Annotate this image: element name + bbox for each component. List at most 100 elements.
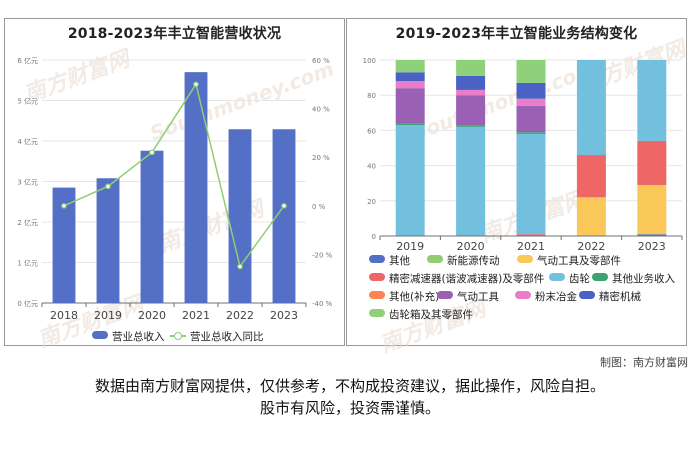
- stack-segment: [456, 126, 486, 236]
- structure-chart-panel: 2019-2023年丰立智能业务结构变化 南方财富网 Southmoney.co…: [346, 18, 689, 358]
- yoy-point: [61, 203, 67, 209]
- structure-chart-title: 2019-2023年丰立智能业务结构变化: [395, 26, 638, 42]
- legend-swatch: [369, 309, 385, 317]
- legend-swatch: [369, 273, 385, 281]
- disclaimer: 数据由南方财富网提供，仅供参考，不构成投资建议，据此操作，风险自担。 股市有风险…: [0, 375, 700, 419]
- legend-label: 齿轮箱及其零部件: [389, 309, 473, 321]
- stack-segment: [456, 89, 486, 96]
- y-tick-label: 40: [367, 163, 376, 171]
- y-tick-label-left: 3 亿元: [17, 178, 38, 187]
- disclaimer-line-1: 数据由南方财富网提供，仅供参考，不构成投资建议，据此操作，风险自担。: [94, 377, 605, 395]
- y-tick-label: 80: [367, 92, 376, 100]
- legend-label: 气动工具及零部件: [537, 255, 621, 267]
- x-tick-label: 2021: [182, 309, 210, 322]
- stack-segment: [395, 125, 425, 236]
- stack-segment: [395, 123, 425, 126]
- stack-segment: [395, 88, 425, 124]
- chart-credit: 制图：南方财富网: [600, 356, 688, 369]
- legend-label: 精密减速器(谐波减速器)及零部件: [389, 273, 545, 285]
- x-tick-label: 2020: [457, 240, 485, 253]
- x-tick-label: 2021: [517, 240, 545, 253]
- stack-segment: [456, 60, 486, 76]
- stack-segment: [637, 234, 667, 236]
- stack-segment: [456, 95, 486, 126]
- y-tick-label-left: 0 亿元: [17, 299, 38, 308]
- stack-segment: [576, 197, 606, 236]
- legend-label: 营业总收入同比: [190, 331, 264, 343]
- legend-label: 新能源传动: [447, 255, 500, 267]
- y-tick-label-right: 60 %: [312, 57, 330, 65]
- legend-swatch: [517, 255, 533, 263]
- revenue-bar: [184, 72, 208, 304]
- yoy-point: [281, 203, 287, 209]
- revenue-bar: [140, 150, 164, 303]
- revenue-chart-panel: 2018-2023年丰立智能营收状况 南方财富网 Southmoney.com …: [4, 18, 345, 353]
- x-tick-label: 2023: [638, 240, 666, 253]
- legend-line-marker: [174, 332, 182, 340]
- yoy-point: [193, 81, 199, 88]
- y-tick-label-right: 0 %: [312, 203, 326, 211]
- y-tick-label-left: 1 亿元: [17, 259, 38, 268]
- stack-segment: [516, 132, 546, 134]
- y-tick-label: 0: [372, 233, 376, 241]
- x-tick-label: 2019: [396, 240, 424, 253]
- y-tick-label-left: 2 亿元: [17, 218, 38, 227]
- legend-swatch: [92, 331, 108, 339]
- stack-segment: [395, 72, 425, 82]
- legend-label: 精密机械: [599, 291, 641, 303]
- y-tick-label-right: 20 %: [312, 154, 330, 162]
- y-tick-label-right: -40 %: [312, 300, 333, 308]
- legend-label: 其他: [389, 255, 410, 267]
- stack-segment: [637, 60, 667, 141]
- legend-swatch: [579, 291, 595, 299]
- yoy-point: [105, 183, 111, 190]
- stack-segment: [516, 60, 546, 83]
- yoy-line: [63, 82, 285, 269]
- y-tick-label: 20: [367, 198, 376, 206]
- legend-swatch: [592, 273, 608, 281]
- revenue-chart-title: 2018-2023年丰立智能营收状况: [67, 26, 282, 42]
- stack-segment: [516, 82, 546, 99]
- stack-segment: [637, 140, 667, 185]
- x-tick-label: 2018: [50, 309, 78, 322]
- legend-swatch: [549, 273, 565, 281]
- revenue-bar: [272, 129, 296, 303]
- yoy-point: [149, 149, 155, 156]
- stack-segment: [395, 60, 425, 73]
- y-tick-label-left: 4 亿元: [17, 137, 38, 146]
- x-tick-label: 2020: [138, 309, 166, 322]
- legend-swatch: [515, 291, 531, 299]
- revenue-bar: [52, 187, 76, 303]
- legend-label: 气动工具: [457, 291, 499, 303]
- legend-swatch: [170, 332, 186, 340]
- x-tick-label: 2023: [270, 309, 298, 322]
- y-tick-label: 100: [363, 57, 376, 65]
- y-tick-label-left: 6 亿元: [17, 56, 38, 65]
- revenue-bar: [96, 178, 120, 303]
- stack-segment: [516, 105, 546, 133]
- x-tick-label: 2022: [226, 309, 254, 322]
- stack-segment: [456, 75, 486, 90]
- stack-segment: [456, 125, 486, 127]
- legend-swatch: [369, 291, 385, 299]
- structure-chart-plot: 0 20 40 60 80 100 2019 2020 2021 2022 2023: [363, 57, 683, 253]
- stack-segment: [516, 98, 546, 106]
- revenue-bar: [228, 129, 252, 303]
- legend-swatch: [369, 255, 385, 263]
- legend-label: 营业总收入: [112, 331, 165, 343]
- legend-swatch: [427, 255, 443, 263]
- stack-segment: [576, 60, 606, 156]
- legend-label: 其他(补充): [389, 291, 440, 303]
- legend-label: 齿轮: [569, 273, 590, 285]
- stack-segment: [395, 81, 425, 89]
- yoy-point: [237, 263, 243, 270]
- revenue-chart-plot: 0 亿元 1 亿元 2 亿元 3 亿元 4 亿元 5 亿元 6 亿元 -40 % -20 % 0 …: [17, 56, 333, 322]
- y-tick-label: 60: [367, 127, 376, 135]
- y-tick-label-left: 5 亿元: [17, 97, 38, 106]
- disclaimer-line-2: 股市有风险，投资需谨慎。: [259, 399, 440, 417]
- legend-label: 粉末冶金: [535, 291, 577, 303]
- stack-segment: [516, 234, 546, 236]
- stack-segment: [576, 155, 606, 198]
- y-tick-label-right: -20 %: [312, 251, 333, 259]
- x-tick-label: 2019: [94, 309, 122, 322]
